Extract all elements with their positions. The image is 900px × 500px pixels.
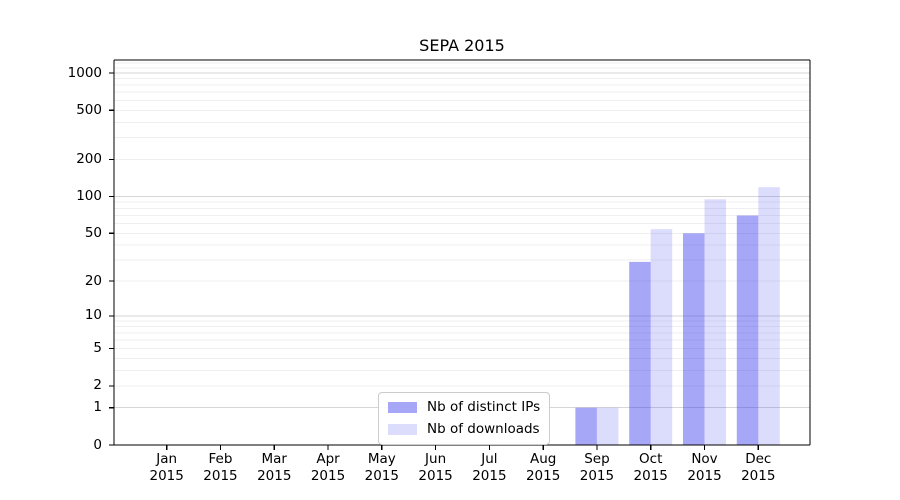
x-tick-label-aug: Aug 2015	[525, 451, 561, 484]
bar-nov-nb-of-distinct-ips	[683, 233, 705, 445]
bar-sep-nb-of-downloads	[596, 407, 619, 445]
x-tick-label-may: May 2015	[364, 451, 399, 484]
bar-oct-nb-of-downloads	[650, 229, 673, 445]
bars	[575, 187, 780, 445]
bar-nov-nb-of-downloads	[704, 199, 726, 445]
legend-entry-distinct-ips: Nb of distinct IPs	[388, 399, 540, 416]
bar-dec-nb-of-distinct-ips	[736, 215, 759, 445]
y-tick-label-200: 200	[76, 150, 102, 167]
y-tick-label-5: 5	[93, 340, 102, 357]
legend: Nb of distinct IPs Nb of downloads	[378, 392, 551, 445]
x-tick-label-dec: Dec 2015	[741, 451, 776, 484]
bar-sep-nb-of-distinct-ips	[575, 407, 597, 445]
y-tick-label-100: 100	[76, 188, 102, 205]
y-tick-label-50: 50	[84, 224, 102, 241]
x-tick-label-sep: Sep 2015	[579, 451, 615, 484]
y-tick-label-20: 20	[84, 272, 102, 289]
legend-swatch-distinct-ips-icon	[388, 402, 417, 413]
y-tick-label-0: 0	[93, 436, 102, 453]
x-tick-label-mar: Mar 2015	[257, 451, 292, 484]
y-tick-label-500: 500	[76, 101, 102, 118]
x-tick-label-jul: Jul 2015	[472, 451, 507, 484]
gridlines	[114, 62, 810, 409]
y-tick-label-10: 10	[84, 307, 102, 324]
tick-marks	[109, 72, 759, 450]
legend-swatch-downloads-icon	[388, 424, 417, 435]
chart-title: SEPA 2015	[419, 36, 505, 55]
x-tick-label-oct: Oct 2015	[633, 451, 668, 484]
plot-spines	[113, 59, 811, 446]
y-tick-label-1: 1	[93, 399, 102, 416]
x-tick-label-jan: Jan 2015	[149, 451, 184, 484]
y-tick-label-1000: 1000	[67, 64, 102, 81]
bar-oct-nb-of-distinct-ips	[629, 261, 651, 445]
x-tick-label-feb: Feb 2015	[203, 451, 238, 484]
legend-label-distinct-ips: Nb of distinct IPs	[427, 399, 541, 415]
y-tick-label-2: 2	[93, 377, 102, 394]
legend-entry-downloads: Nb of downloads	[388, 421, 540, 438]
x-tick-label-apr: Apr 2015	[310, 451, 346, 484]
bar-dec-nb-of-downloads	[758, 187, 780, 445]
legend-label-downloads: Nb of downloads	[427, 421, 540, 437]
x-tick-label-nov: Nov 2015	[687, 451, 722, 484]
x-tick-label-jun: Jun 2015	[418, 451, 453, 484]
